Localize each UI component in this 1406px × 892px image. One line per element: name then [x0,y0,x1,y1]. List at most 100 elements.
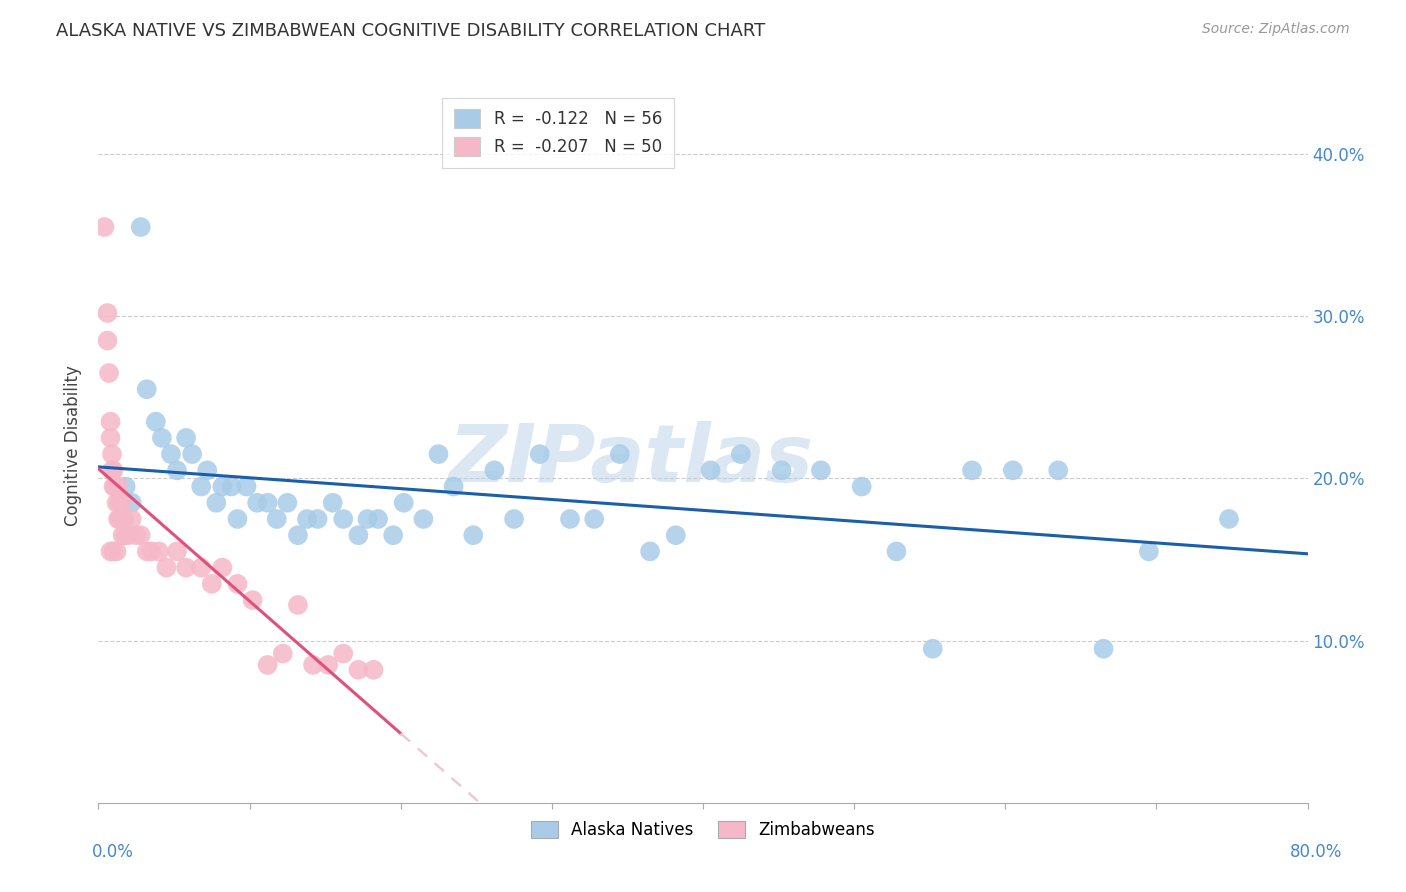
Point [287,598,309,612]
Point [295,512,318,526]
Point [246,496,269,510]
Point [332,512,354,526]
Point [392,496,415,510]
Point [100,431,122,445]
Point [121,496,143,510]
Point [1218,512,1240,526]
Point [103,463,125,477]
Point [108,496,131,510]
Point [107,512,129,526]
Point [135,382,157,396]
Point [302,657,325,672]
Point [129,220,152,235]
Point [148,544,170,558]
Point [211,560,233,574]
Point [221,479,243,493]
Point [129,528,152,542]
Text: ZIPatlas: ZIPatlas [449,421,813,500]
Point [316,657,339,672]
Point [730,447,752,461]
Point [103,479,125,493]
Point [886,544,908,558]
Point [665,528,688,542]
Point [382,528,405,542]
Point [111,512,134,526]
Point [583,512,606,526]
Point [93,220,115,235]
Point [529,447,551,461]
Point [160,447,183,461]
Point [112,512,135,526]
Point [101,447,124,461]
Point [118,528,141,542]
Point [271,647,294,661]
Point [104,479,127,493]
Y-axis label: Cognitive Disability: Cognitive Disability [65,366,83,526]
Point [1092,641,1115,656]
Point [174,560,197,574]
Point [287,528,309,542]
Point [103,544,125,558]
Point [921,641,943,656]
Point [121,512,143,526]
Point [699,463,721,477]
Point [235,479,257,493]
Text: Source: ZipAtlas.com: Source: ZipAtlas.com [1202,22,1350,37]
Point [770,463,793,477]
Point [96,334,118,348]
Point [201,577,224,591]
Point [155,560,177,574]
Point [356,512,378,526]
Point [851,479,873,493]
Point [100,544,122,558]
Point [412,512,434,526]
Point [266,512,288,526]
Point [322,496,344,510]
Point [181,447,204,461]
Text: ALASKA NATIVE VS ZIMBABWEAN COGNITIVE DISABILITY CORRELATION CHART: ALASKA NATIVE VS ZIMBABWEAN COGNITIVE DI… [56,22,765,40]
Point [145,415,167,429]
Point [367,512,389,526]
Point [276,496,298,510]
Point [114,528,136,542]
Point [427,447,450,461]
Point [256,657,278,672]
Text: 0.0%: 0.0% [91,843,134,861]
Point [347,663,370,677]
Point [108,512,131,526]
Point [1001,463,1024,477]
Point [101,463,124,477]
Point [125,528,148,542]
Point [114,528,136,542]
Point [484,463,506,477]
Text: 80.0%: 80.0% [1291,843,1343,861]
Point [463,528,485,542]
Point [960,463,983,477]
Point [558,512,581,526]
Point [105,544,128,558]
Point [135,544,157,558]
Point [174,431,197,445]
Point [609,447,631,461]
Point [256,496,278,510]
Legend: Alaska Natives, Zimbabweans: Alaska Natives, Zimbabweans [524,814,882,846]
Point [347,528,370,542]
Point [226,577,249,591]
Point [105,496,128,510]
Point [150,431,173,445]
Point [205,496,228,510]
Point [242,593,264,607]
Point [166,463,188,477]
Point [1047,463,1070,477]
Point [363,663,385,677]
Point [111,528,134,542]
Point [98,366,121,380]
Point [105,479,128,493]
Point [1137,544,1160,558]
Point [190,560,212,574]
Point [332,647,354,661]
Point [100,415,122,429]
Point [107,479,129,493]
Point [638,544,661,558]
Point [166,544,188,558]
